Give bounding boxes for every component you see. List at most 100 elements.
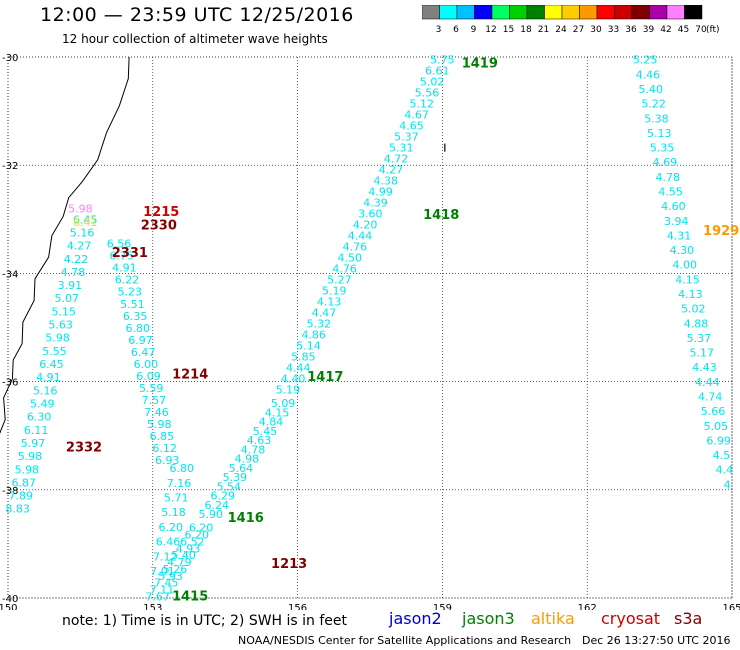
wave-height-value: 5.23 — [117, 286, 142, 299]
wave-height-value: 5.54 — [217, 480, 242, 493]
wave-height-value: 6.52 — [180, 535, 205, 548]
wave-height-value: 4.50 — [337, 252, 362, 265]
wave-height-value: 4.13 — [678, 288, 703, 301]
wave-height-value: 4.15 — [675, 273, 700, 286]
pass-label: 1416 — [228, 511, 264, 526]
lon-tick-label: 156 — [288, 603, 307, 610]
wave-height-value: 4.55 — [658, 186, 683, 199]
wave-height-value: 5.56 — [415, 87, 440, 100]
colorbar-swatch — [544, 5, 563, 20]
wave-height-value: 5.63 — [48, 319, 73, 332]
wave-height-value: 5.31 — [389, 142, 414, 155]
wave-height-value: 6.85 — [150, 430, 175, 443]
wave-height-value: 5.15 — [51, 305, 76, 318]
wave-height-value: 4.27 — [379, 164, 404, 177]
wave-height-value: 4.91 — [36, 371, 61, 384]
colorbar-label: 36 — [625, 25, 637, 35]
colorbar-swatch — [614, 5, 633, 20]
wave-height-value: 4.27 — [67, 240, 92, 253]
coastline — [0, 56, 130, 435]
wave-height-value: 4.22 — [64, 253, 89, 266]
wave-height-value: 5.18 — [161, 506, 186, 519]
wave-height-value: 4.00 — [672, 259, 697, 272]
wave-height-value: 6.75 — [109, 250, 134, 263]
wave-height-value: 4.86 — [301, 329, 326, 342]
colorbar-label: 27 — [573, 25, 584, 35]
wave-height-value: 6.56 — [107, 238, 132, 251]
altimeter-track: 6.41 — [73, 216, 98, 229]
wave-height-value: 4.67 — [404, 109, 429, 122]
wave-height-value: 4.93 — [176, 542, 201, 555]
colorbar-swatch — [491, 5, 510, 20]
wave-height-value: 6.00 — [134, 358, 159, 371]
wave-height-value: 5.02 — [681, 303, 706, 316]
wave-height-value: 4.44 — [695, 376, 720, 389]
colorbar-label: 21 — [538, 25, 549, 35]
colorbar-label: 15 — [503, 25, 514, 35]
wave-height-value: 4.98 — [235, 453, 260, 466]
wave-height-value: 4.15 — [265, 406, 290, 419]
wave-height-value: 5.98 — [45, 332, 70, 345]
wave-height-value: 4.44 — [286, 362, 311, 375]
wave-height-value: 5.64 — [229, 462, 254, 475]
altimeter-track: 6.566.754.916.225.235.516.356.806.976.47… — [107, 238, 180, 467]
colorbar-swatch — [456, 5, 475, 20]
wave-height-value: 5.12 — [410, 98, 435, 111]
map-title: 12:00 — 23:59 UTC 12/25/2016 — [40, 4, 354, 26]
wave-height-value: 7.45 — [154, 577, 179, 590]
wave-height-value: 5.16 — [33, 384, 58, 397]
wave-height-value: 5.19 — [322, 285, 347, 298]
wave-height-value: 4.31 — [667, 229, 692, 242]
wave-height-value: 4.5 — [713, 449, 731, 462]
wave-height-value: 4.46 — [636, 68, 661, 81]
legend-jason2: jason2 — [389, 609, 442, 628]
wave-height-value: 5.22 — [641, 98, 666, 111]
wave-height-value: 4.60 — [661, 200, 686, 213]
wave-height-value: 4.78 — [656, 171, 681, 184]
wave-height-value: 4.44 — [348, 230, 373, 243]
wave-height-value: 7.12 — [153, 550, 178, 563]
pass-label: 2331 — [112, 246, 148, 261]
wave-height-value: 7.46 — [144, 406, 169, 419]
wave-height-value: 4.40 — [281, 373, 306, 386]
wave-height-value: 4.43 — [692, 361, 717, 374]
map-frame — [7, 56, 733, 599]
wave-height-value: 3.60 — [358, 208, 383, 221]
wave-height-value: 5.97 — [21, 437, 46, 450]
wave-height-value: 3.94 — [664, 215, 689, 228]
wave-height-value: 5.38 — [644, 112, 669, 125]
wave-height-value: 3.91 — [58, 279, 83, 292]
pass-label: 1214 — [172, 367, 208, 382]
wave-height-value: 5.55 — [42, 345, 67, 358]
pass-label: 1417 — [307, 370, 343, 385]
wave-height-value: 4.88 — [684, 317, 709, 330]
wave-height-value: 6.93 — [155, 454, 180, 467]
wave-height-value: 4.78 — [241, 443, 266, 456]
wave-height-value: 4.38 — [374, 175, 399, 188]
wave-height-value: 5.98 — [147, 418, 172, 431]
graticule — [7, 56, 733, 599]
credit-line: NOAA/NESDIS Center for Satellite Applica… — [238, 634, 572, 647]
wave-height-value: 6.20 — [184, 529, 209, 542]
wave-height-value: 6.20 — [189, 522, 214, 535]
lat-tick-label: -38 — [2, 486, 18, 497]
wave-height-value: 5.39 — [223, 471, 248, 484]
wave-height-value: 7.11 — [150, 584, 175, 597]
wave-height-value: 6.09 — [136, 370, 161, 383]
colorbar-label: 42 — [660, 25, 671, 35]
wave-height-value: 6.30 — [27, 411, 52, 424]
colorbar-label: 45 — [678, 25, 689, 35]
colorbar-label: 70 — [695, 25, 707, 35]
wave-height-value: 5.17 — [689, 347, 714, 360]
wave-height-value: 4.91 — [112, 262, 137, 275]
colorbar-swatch — [561, 5, 580, 20]
pass-label: 1419 — [462, 56, 498, 71]
footer-note: note: 1) Time is in UTC; 2) SWH is in fe… — [62, 613, 348, 629]
wave-height-value: 5.26 — [163, 563, 188, 576]
wave-height-value: 5.40 — [639, 83, 664, 96]
altimeter-track: 5.756.615.025.565.124.674.655.375.314.72… — [276, 54, 455, 397]
lon-tick-label: 165 — [722, 603, 740, 610]
wave-height-value: 6.97 — [128, 334, 153, 347]
wave-height-value: 4.20 — [353, 219, 378, 232]
colorbar-swatch — [649, 5, 668, 20]
